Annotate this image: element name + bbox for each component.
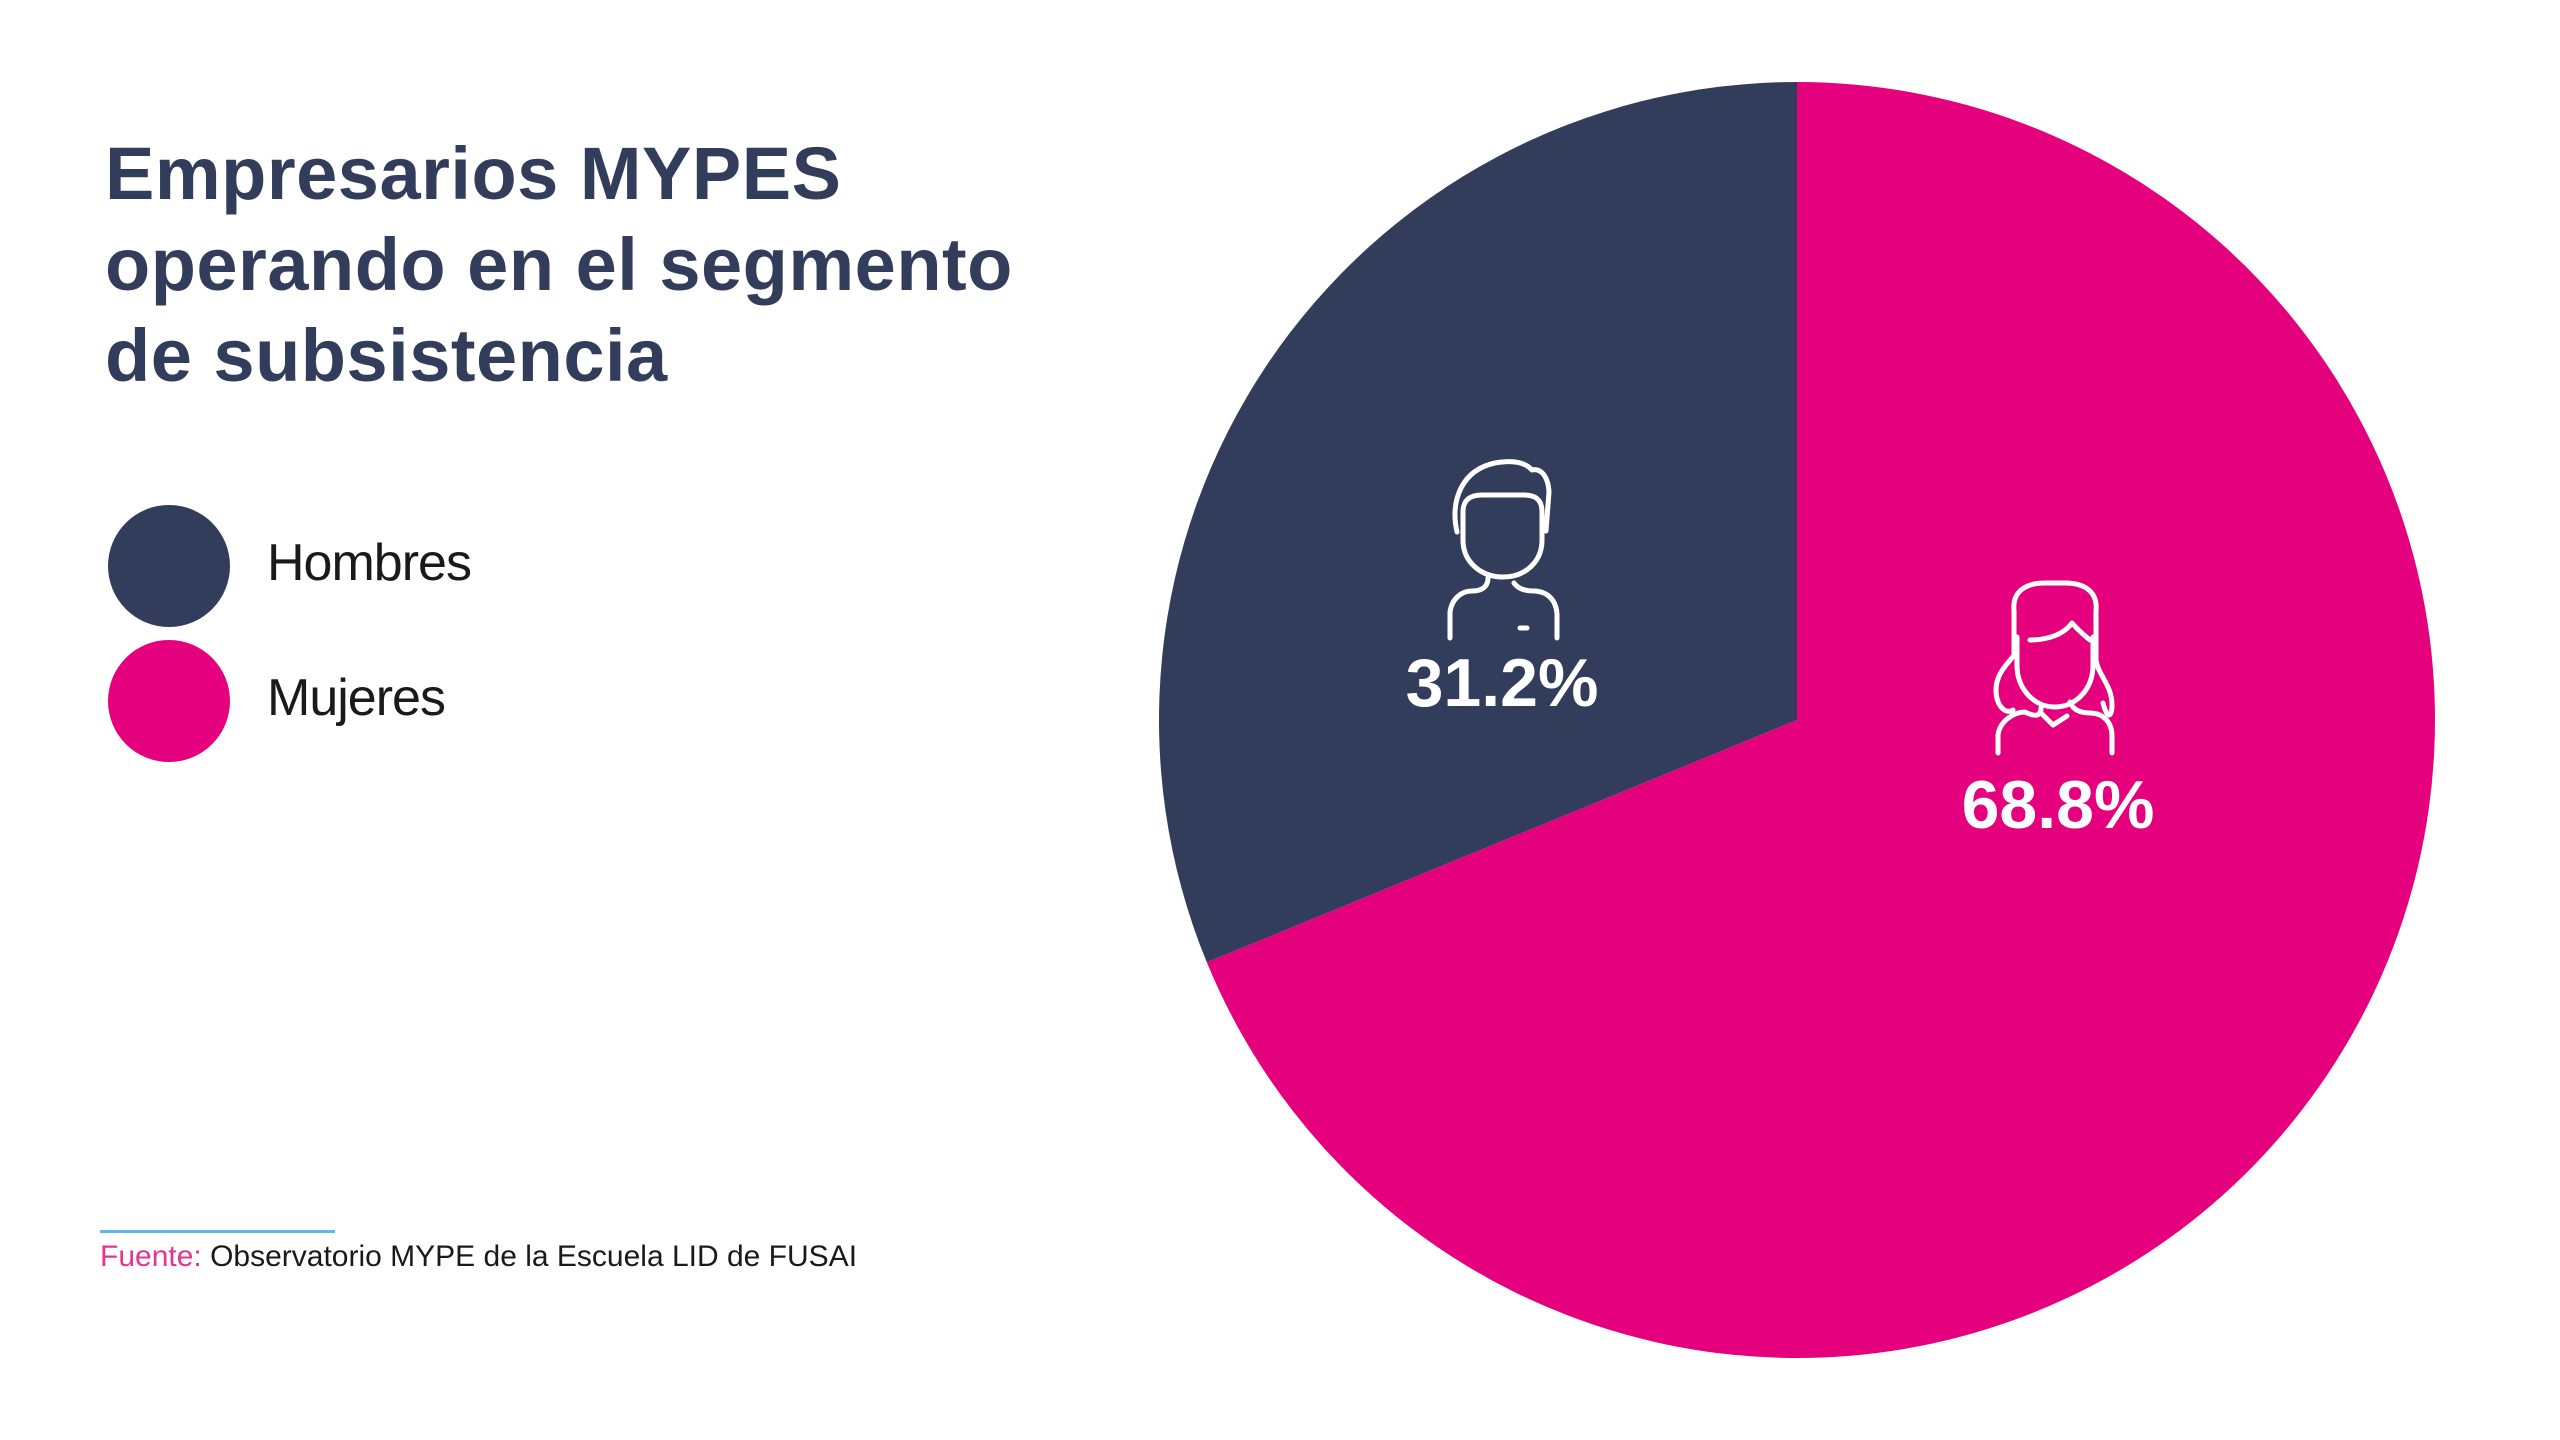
data-label-hombres: 31.2% (1406, 645, 1599, 721)
legend-label-hombres: Hombres (267, 534, 472, 592)
pie-slice-hombres (1159, 82, 1797, 963)
legend-swatch-hombres (108, 505, 230, 627)
legend-label-mujeres: Mujeres (267, 669, 446, 727)
chart-title-line-1: Empresarios MYPES (105, 132, 842, 215)
legend-swatch-mujeres (108, 640, 230, 762)
chart-title: Empresarios MYPES operando en el segment… (105, 128, 1013, 401)
data-label-mujeres: 68.8% (1962, 767, 2155, 843)
man-icon (1447, 459, 1560, 641)
woman-icon (1993, 580, 2115, 756)
source-note: Fuente: Observatorio MYPE de la Escuela … (100, 1240, 857, 1274)
chart-title-line-3: de subsistencia (105, 314, 668, 397)
legend-item-mujeres: Mujeres (108, 640, 608, 762)
source-text: Observatorio MYPE de la Escuela LID de F… (210, 1240, 858, 1273)
source-divider (100, 1230, 335, 1233)
pie-slice-mujeres (1206, 82, 2436, 1358)
pie-slices (1159, 82, 2436, 1358)
legend-item-hombres: Hombres (108, 505, 608, 627)
chart-title-line-2: operando en el segmento (105, 223, 1013, 306)
source-label: Fuente: (100, 1240, 202, 1273)
